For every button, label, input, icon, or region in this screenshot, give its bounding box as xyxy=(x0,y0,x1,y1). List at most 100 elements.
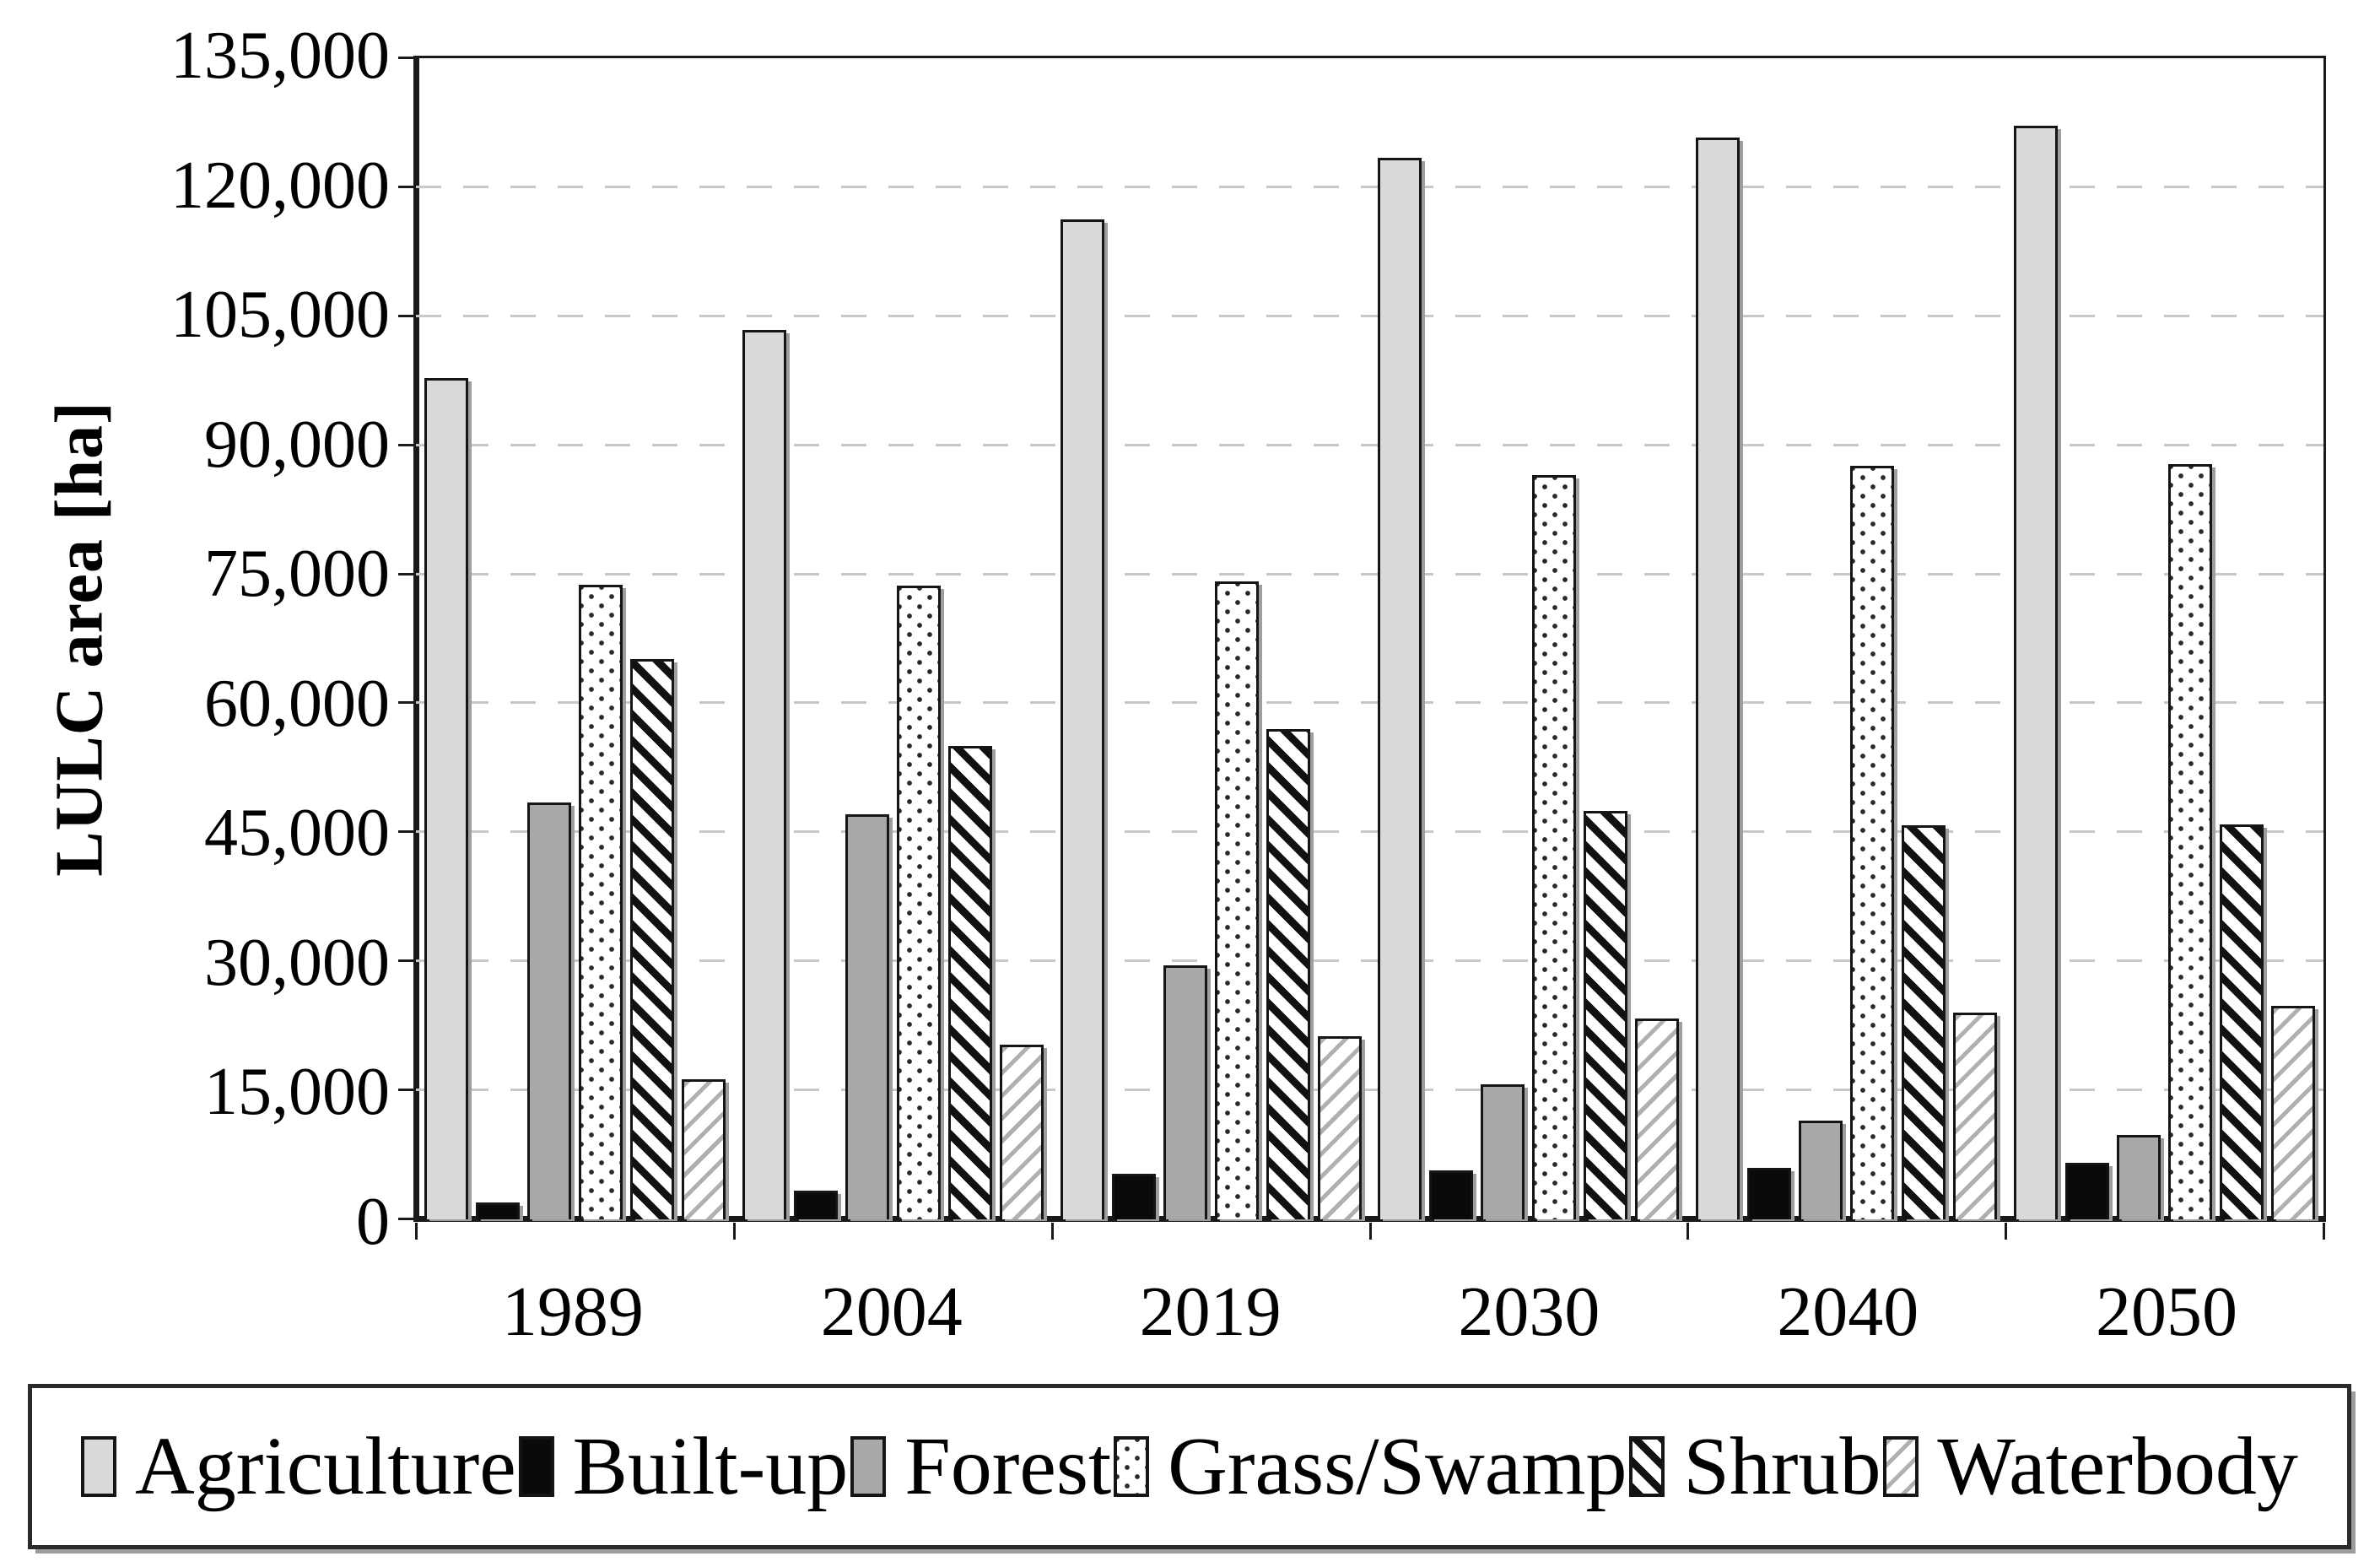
y-tick-label-15000: 15,000 xyxy=(204,1055,390,1130)
bar-agriculture-2004 xyxy=(742,330,786,1219)
gridline-60000 xyxy=(416,701,2323,705)
legend: Agriculture Built-up Forest Grass/Swamp Shru… xyxy=(28,1384,2351,1549)
bar-forest-2030 xyxy=(1481,1084,1525,1219)
legend-label: Built-up xyxy=(572,1421,849,1512)
legend-swatch-icon xyxy=(81,1436,116,1497)
legend-swatch-icon xyxy=(1883,1436,1919,1497)
bar-forest-2019 xyxy=(1163,965,1207,1219)
x-category-label-2019: 2019 xyxy=(1139,1273,1282,1351)
y-tick-mark xyxy=(398,185,416,188)
bar-group-1989 xyxy=(416,58,734,1219)
y-tick-mark xyxy=(398,314,416,317)
gridline-120000 xyxy=(416,185,2323,188)
bar-agriculture-2030 xyxy=(1378,158,1422,1219)
bar-waterbody-2004 xyxy=(999,1045,1044,1219)
legend-item-built-up: Built-up xyxy=(518,1421,849,1512)
y-tick-label-30000: 30,000 xyxy=(204,925,390,1000)
x-tick-mark xyxy=(1687,1223,1690,1240)
y-tick-mark xyxy=(398,830,416,834)
bar-grass-swamp-2030 xyxy=(1532,475,1577,1219)
bar-shrub-2050 xyxy=(2220,824,2264,1219)
legend-swatch-icon xyxy=(1629,1436,1665,1497)
gridline-30000 xyxy=(416,959,2323,963)
x-axis-category-labels: 1989 2004 2019 2030 2040 2050 xyxy=(413,1262,2326,1363)
legend-swatch-icon xyxy=(850,1436,887,1497)
legend-label: Shrub xyxy=(1683,1421,1881,1512)
gridline-75000 xyxy=(416,572,2323,575)
bar-built-up-2019 xyxy=(1111,1174,1156,1219)
gridline-90000 xyxy=(416,443,2323,446)
y-tick-label-75000: 75,000 xyxy=(204,537,390,612)
bar-grass-swamp-2019 xyxy=(1214,581,1259,1219)
y-tick-mark xyxy=(398,701,416,705)
legend-item-grass-swamp: Grass/Swamp xyxy=(1114,1425,1627,1508)
bar-shrub-2030 xyxy=(1584,810,1628,1219)
gridline-105000 xyxy=(416,314,2323,317)
legend-swatch-icon xyxy=(1114,1436,1150,1497)
bar-grass-swamp-2040 xyxy=(1850,466,1895,1219)
gridline-15000 xyxy=(416,1089,2323,1092)
legend-swatch-icon xyxy=(518,1436,554,1497)
bar-shrub-1989 xyxy=(629,658,674,1219)
bar-shrub-2040 xyxy=(1902,825,1946,1219)
x-tick-mark xyxy=(1368,1223,1372,1240)
bar-grass-swamp-2050 xyxy=(2168,464,2213,1219)
legend-item-forest: Forest xyxy=(850,1425,1111,1508)
legend-label: Forest xyxy=(904,1421,1112,1512)
bar-group-2004 xyxy=(734,58,1052,1219)
bar-waterbody-2050 xyxy=(2271,1006,2316,1219)
y-tick-mark xyxy=(398,1089,416,1092)
y-tick-mark xyxy=(398,572,416,575)
bar-grass-swamp-1989 xyxy=(578,584,623,1219)
bar-agriculture-1989 xyxy=(424,378,468,1219)
y-tick-label-120000: 120,000 xyxy=(170,148,390,223)
bar-built-up-1989 xyxy=(475,1202,520,1219)
bar-waterbody-2040 xyxy=(1953,1013,1998,1219)
bar-built-up-2050 xyxy=(2065,1162,2110,1219)
bar-grass-swamp-2004 xyxy=(896,585,941,1219)
y-tick-label-90000: 90,000 xyxy=(204,407,390,482)
bar-waterbody-1989 xyxy=(681,1078,726,1219)
y-tick-mark xyxy=(398,443,416,446)
y-tick-label-135000: 135,000 xyxy=(170,19,390,93)
bar-agriculture-2019 xyxy=(1060,219,1104,1219)
legend-label: Waterbody xyxy=(1937,1421,2298,1512)
legend-item-waterbody: Waterbody xyxy=(1883,1425,2298,1508)
x-category-label-2040: 2040 xyxy=(1777,1273,1919,1351)
bar-waterbody-2030 xyxy=(1635,1018,1680,1219)
bar-built-up-2004 xyxy=(793,1191,838,1219)
legend-label: Agriculture xyxy=(135,1421,516,1512)
bar-forest-2040 xyxy=(1799,1120,1843,1219)
bar-group-2019 xyxy=(1052,58,1370,1219)
bar-agriculture-2040 xyxy=(1696,137,1740,1219)
bar-group-2050 xyxy=(2005,58,2323,1219)
bar-forest-2004 xyxy=(845,814,889,1219)
y-axis-tick-labels: 135,000 120,000 105,000 90,000 75,000 60,000 4… xyxy=(0,22,390,1256)
bar-groups-layer xyxy=(416,58,2323,1219)
x-category-label-1989: 1989 xyxy=(501,1273,644,1351)
bar-forest-2050 xyxy=(2117,1135,2161,1219)
y-tick-label-0: 0 xyxy=(356,1185,390,1259)
bar-agriculture-2050 xyxy=(2014,125,2059,1219)
y-tick-mark xyxy=(398,57,416,59)
bar-built-up-2040 xyxy=(1747,1167,1792,1219)
x-tick-mark xyxy=(2323,1223,2325,1240)
y-tick-mark xyxy=(398,1218,416,1220)
x-tick-mark xyxy=(2005,1223,2008,1240)
x-category-label-2030: 2030 xyxy=(1458,1273,1600,1351)
x-tick-mark xyxy=(732,1223,736,1240)
bar-shrub-2019 xyxy=(1266,729,1310,1219)
bar-group-2040 xyxy=(1687,58,2005,1219)
bar-shrub-2004 xyxy=(947,746,992,1219)
y-tick-label-105000: 105,000 xyxy=(170,278,390,353)
y-tick-label-45000: 45,000 xyxy=(204,796,390,871)
legend-label: Grass/Swamp xyxy=(1168,1421,1627,1512)
bar-forest-1989 xyxy=(526,802,571,1219)
bar-waterbody-2019 xyxy=(1317,1035,1362,1219)
x-category-label-2004: 2004 xyxy=(820,1273,963,1351)
x-category-label-2050: 2050 xyxy=(2096,1273,2238,1351)
bar-group-2030 xyxy=(1369,58,1687,1219)
y-tick-mark xyxy=(398,959,416,963)
x-tick-mark xyxy=(415,1223,418,1240)
